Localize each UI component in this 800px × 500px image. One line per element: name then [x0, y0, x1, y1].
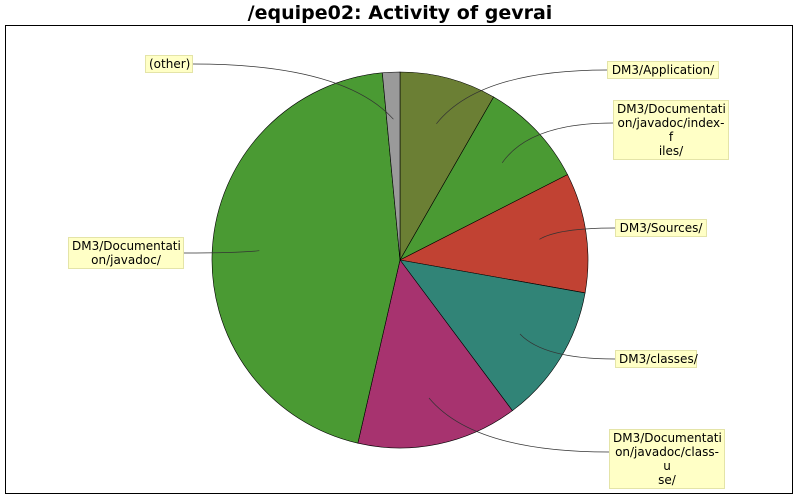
leader-line [501, 122, 614, 164]
slice-label: DM3/Documentati on/javadoc/class-u se/ [609, 429, 725, 489]
chart-title: /equipe02: Activity of gevrai [247, 2, 553, 24]
plot-frame [5, 25, 793, 494]
slice-label: DM3/classes/ [615, 350, 698, 368]
pie-slice [399, 96, 568, 261]
leader-line [428, 397, 610, 453]
pie-slice [399, 174, 589, 294]
slice-label: DM3/Sources/ [615, 219, 707, 237]
leader-line [192, 63, 394, 120]
pie-slice [399, 71, 495, 262]
leader-line [183, 250, 260, 254]
slice-label: DM3/Documentati on/javadoc/ [68, 237, 184, 269]
pie-slice [399, 259, 586, 412]
slice-label: DM3/Documentati on/javadoc/index-f iles/ [613, 100, 729, 160]
leader-line [436, 69, 608, 125]
slice-label: DM3/Application/ [607, 61, 719, 79]
slice-label: (other) [145, 55, 193, 73]
pie-slice [357, 259, 513, 449]
pie-slice [211, 72, 401, 444]
leader-line [539, 227, 616, 240]
pie-slice [381, 71, 401, 261]
leader-line [519, 333, 616, 360]
